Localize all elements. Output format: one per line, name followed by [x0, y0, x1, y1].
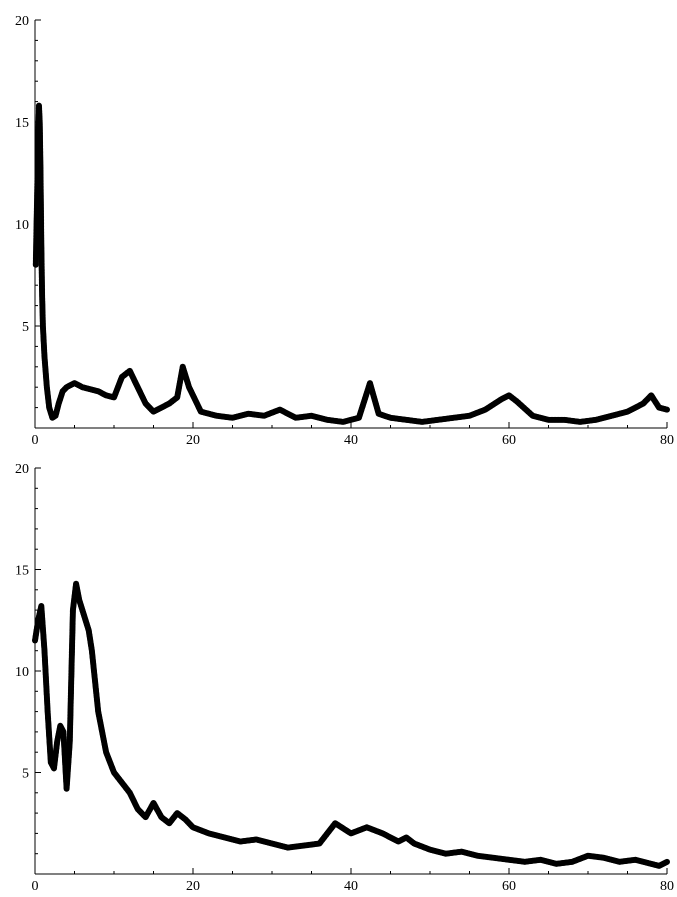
x-tick-label: 0: [32, 879, 39, 894]
series-1: [32, 102, 670, 425]
chart-panel-1: 5 10 15 20 0 20 40 60 80: [15, 14, 674, 448]
x-tick-label: 60: [502, 879, 516, 894]
data-point: [664, 406, 670, 413]
y-tick-label: 10: [15, 218, 29, 233]
y-tick-label: 10: [15, 665, 29, 680]
y-tick-label: 20: [15, 462, 29, 477]
x-tick-label: 20: [186, 433, 200, 448]
chart-panel-2: 5 10 15 20 0 20 40 60 80: [15, 462, 674, 894]
x-tick-label: 40: [344, 879, 358, 894]
x-tick-label: 80: [660, 879, 674, 894]
data-point: [664, 858, 670, 865]
y-tick-label: 15: [15, 564, 29, 579]
x-tick-label: 40: [344, 433, 358, 448]
x-tick-label: 20: [186, 879, 200, 894]
y-tick-label: 5: [22, 767, 29, 782]
y-tick-label: 15: [15, 116, 29, 131]
x-tick-label: 80: [660, 433, 674, 448]
x-tick-label: 0: [32, 433, 39, 448]
y-tick-label: 5: [22, 320, 29, 335]
y-tick-label: 20: [15, 14, 29, 29]
x-tick-label: 60: [502, 433, 516, 448]
series-1: [32, 580, 670, 869]
